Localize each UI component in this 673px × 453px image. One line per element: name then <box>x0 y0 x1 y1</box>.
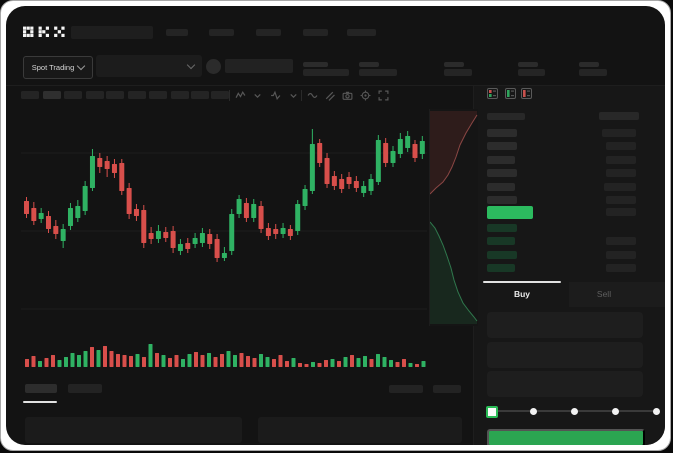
price-label-placeholder <box>303 62 328 67</box>
coin-icon <box>206 59 221 74</box>
orders-table-placeholder <box>25 417 242 443</box>
orderbook-amount-placeholder <box>606 142 636 151</box>
okx-logo[interactable] <box>23 25 65 39</box>
orderbook-amount-placeholder <box>606 250 636 259</box>
price-field[interactable] <box>487 312 643 338</box>
orderbook-amount-placeholder <box>602 129 636 137</box>
ask-row-price[interactable] <box>487 169 517 178</box>
chevron-down-icon[interactable] <box>252 90 263 101</box>
orderbook-amount-placeholder <box>606 237 636 246</box>
chart-type-icon[interactable] <box>235 90 246 101</box>
fullscreen-icon[interactable] <box>378 90 389 101</box>
orderbook-amount-placeholder <box>604 182 636 191</box>
stat4-value-placeholder <box>579 69 607 76</box>
stat1-value-placeholder <box>359 69 397 76</box>
candlestick-chart[interactable] <box>21 109 427 333</box>
orderbook-buy-icon[interactable] <box>505 88 516 99</box>
active-tab-indicator <box>483 281 561 283</box>
price-value-placeholder <box>303 69 349 76</box>
history-table-placeholder <box>258 417 462 443</box>
stat3-value-placeholder <box>518 69 545 76</box>
pair-name-placeholder <box>225 59 293 73</box>
tab-buy[interactable]: Buy <box>513 289 531 299</box>
buy-submit-button[interactable] <box>487 429 645 445</box>
ask-row-price[interactable] <box>487 142 517 151</box>
bottom-action-1[interactable] <box>389 385 423 393</box>
timeframe-button-7[interactable] <box>149 91 167 99</box>
timeframe-button-4[interactable] <box>86 91 104 99</box>
orderbook-combined-icon[interactable] <box>487 88 498 99</box>
stat4-label-placeholder <box>579 62 599 67</box>
amount-field[interactable] <box>487 342 643 368</box>
orderbook-price-header-placeholder <box>487 113 525 120</box>
chevron-down-icon[interactable] <box>288 90 299 101</box>
orderbook-amount-placeholder <box>606 169 636 178</box>
orderbook-amount-placeholder <box>606 263 636 272</box>
wave-indicator-icon[interactable] <box>307 90 318 101</box>
ask-row-price[interactable] <box>487 182 515 191</box>
orderbook-amount-placeholder <box>606 208 636 216</box>
bottom-action-2[interactable] <box>433 385 461 393</box>
indicators-icon[interactable] <box>270 90 281 101</box>
timeframe-button-1[interactable] <box>21 91 39 99</box>
draw-tools-icon[interactable] <box>324 90 335 101</box>
chevron-down-icon <box>77 61 86 71</box>
volume-chart[interactable] <box>21 340 427 367</box>
nav-item-5[interactable] <box>347 29 376 36</box>
ask-row-price[interactable] <box>487 196 517 204</box>
timeframe-button-2[interactable] <box>43 91 61 99</box>
depth-chart <box>429 109 478 326</box>
slider-stop-3[interactable] <box>611 408 619 415</box>
orderbook-amount-placeholder <box>606 196 636 204</box>
bottom-tab-2[interactable] <box>68 384 102 393</box>
nav-item-1[interactable] <box>166 29 188 36</box>
stat1-label-placeholder <box>359 62 379 67</box>
orderbook-amount-header-placeholder <box>599 112 639 120</box>
pair-selector[interactable] <box>96 55 202 77</box>
ask-row-price[interactable] <box>487 129 517 137</box>
nav-item-3[interactable] <box>256 29 281 36</box>
last-price-badge[interactable] <box>487 206 533 219</box>
slider-stop-2[interactable] <box>570 408 578 415</box>
orderbook-sell-icon[interactable] <box>521 88 532 99</box>
bid-row-price[interactable] <box>487 263 515 272</box>
settings-icon[interactable] <box>360 90 371 101</box>
bottom-tab-1[interactable] <box>25 384 57 393</box>
bid-row-price[interactable] <box>487 250 517 259</box>
slider-stop-4[interactable] <box>652 408 660 415</box>
timeframe-button-6[interactable] <box>128 91 146 99</box>
slider-stop-1[interactable] <box>529 408 537 415</box>
stat3-label-placeholder <box>518 62 538 67</box>
bid-row-price[interactable] <box>487 224 517 232</box>
slider-stop-0[interactable] <box>486 406 498 418</box>
total-field[interactable] <box>487 371 643 397</box>
search-input[interactable] <box>71 26 153 39</box>
tab-sell-label[interactable]: Sell <box>596 289 612 299</box>
okx-logo-pixels <box>23 26 65 37</box>
bottom-active-tab-indicator <box>23 401 57 403</box>
tab-sell[interactable] <box>569 282 665 307</box>
ask-row-price[interactable] <box>487 155 515 164</box>
timeframe-button-9[interactable] <box>191 91 209 99</box>
camera-icon[interactable] <box>342 90 353 101</box>
nav-item-2[interactable] <box>209 29 234 36</box>
app-window: Spot Trading <box>6 6 665 445</box>
timeframe-button-8[interactable] <box>171 91 189 99</box>
market-type-selector[interactable]: Spot Trading <box>23 56 93 79</box>
bid-row-price[interactable] <box>487 237 515 246</box>
orderbook-amount-placeholder <box>606 155 636 164</box>
timeframe-button-5[interactable] <box>106 91 124 99</box>
nav-item-4[interactable] <box>303 29 328 36</box>
stat2-label-placeholder <box>444 62 464 67</box>
stat2-value-placeholder <box>444 69 472 76</box>
chevron-down-icon <box>186 60 196 69</box>
market-type-label: Spot Trading <box>31 63 75 72</box>
timeframe-button-10[interactable] <box>211 91 229 99</box>
timeframe-button-3[interactable] <box>64 91 82 99</box>
